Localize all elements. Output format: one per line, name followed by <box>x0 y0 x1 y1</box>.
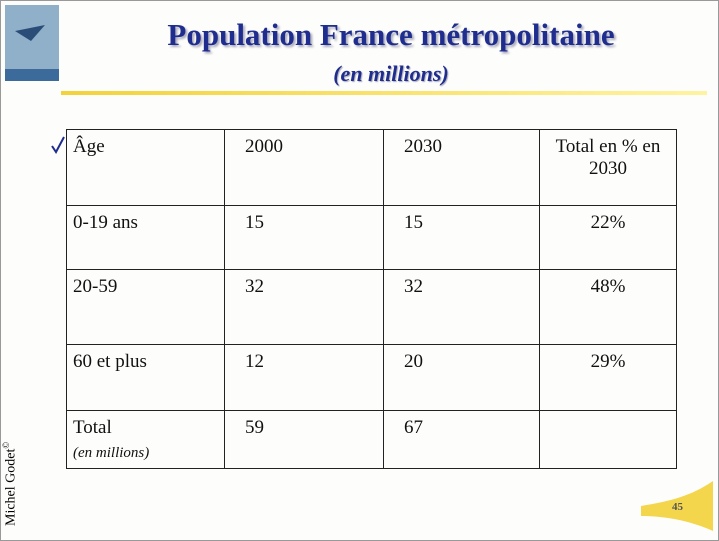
cell: 20 <box>383 344 540 411</box>
copyright: © <box>1 441 11 449</box>
header-cell: 2000 <box>224 129 384 206</box>
cell: 60 et plus <box>66 344 225 411</box>
cell: 12 <box>224 344 384 411</box>
cell: 48% <box>539 269 677 345</box>
logo-band <box>5 69 59 81</box>
cell: 29% <box>539 344 677 411</box>
cell: 0-19 ans <box>66 205 225 270</box>
cell: 32 <box>224 269 384 345</box>
cell: 20-59 <box>66 269 225 345</box>
row: 20-59 32 32 48% <box>66 269 677 345</box>
cell: 67 <box>383 410 540 469</box>
bullet <box>51 136 65 154</box>
header-row: Âge 2000 2030 Total en % en 2030 <box>66 129 677 206</box>
page-number: 45 <box>672 501 683 513</box>
cell: 15 <box>224 205 384 270</box>
total-label: Total <box>73 417 112 438</box>
table: Âge 2000 2030 Total en % en 2030 0-19 an… <box>66 129 677 469</box>
total-row: Total (en millions) 59 67 <box>66 410 677 469</box>
cell: 59 <box>224 410 384 469</box>
header-cell: 2030 <box>383 129 540 206</box>
header-cell: Âge <box>66 129 225 206</box>
row: 0-19 ans 15 15 22% <box>66 205 677 270</box>
swoosh <box>641 481 713 531</box>
title: Population France métropolitaine <box>167 17 615 52</box>
logo <box>5 5 59 81</box>
total-note: (en millions) <box>73 445 150 461</box>
title-rule <box>61 91 707 95</box>
logo-mark <box>15 25 45 41</box>
cell <box>539 410 677 469</box>
header-cell: Total en % en 2030 <box>539 129 677 206</box>
cell: Total (en millions) <box>66 410 225 469</box>
subtitle: (en millions) <box>333 61 449 86</box>
cell: 32 <box>383 269 540 345</box>
author: Michel Godet© <box>1 442 20 526</box>
author-name: Michel Godet <box>3 448 19 526</box>
row: 60 et plus 12 20 29% <box>66 344 677 411</box>
cell: 22% <box>539 205 677 270</box>
cell: 15 <box>383 205 540 270</box>
